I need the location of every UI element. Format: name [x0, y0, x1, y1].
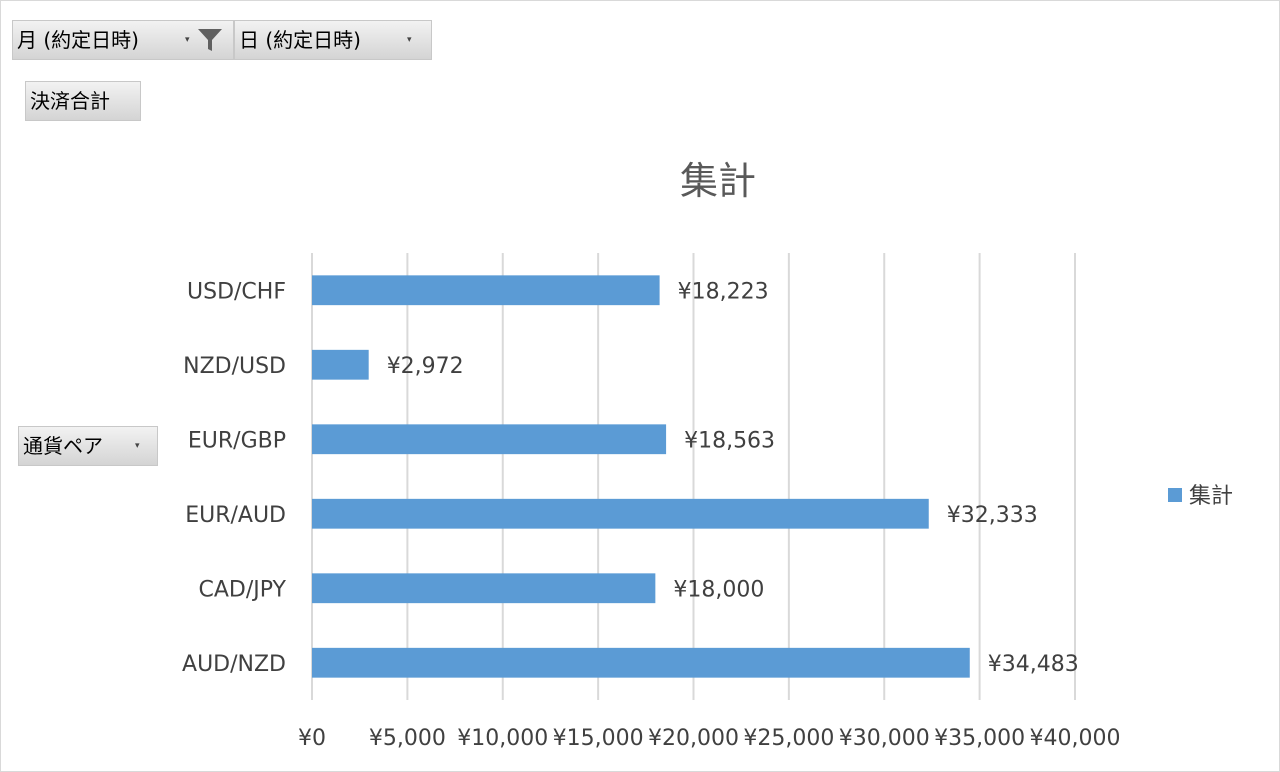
chevron-down-icon[interactable]: ▾	[185, 35, 190, 45]
filter-icon[interactable]	[197, 27, 223, 53]
row-field-label: 通貨ペア	[23, 434, 103, 458]
row-field-button[interactable]: 通貨ペア ▾	[18, 426, 158, 466]
values-field-button[interactable]: 決済合計	[25, 81, 141, 121]
filter-field-month[interactable]: 月 (約定日時) ▾	[12, 20, 234, 60]
filter-field-day[interactable]: 日 (約定日時) ▾	[234, 20, 432, 60]
chevron-down-icon[interactable]: ▾	[135, 441, 140, 451]
chevron-down-icon[interactable]: ▾	[407, 35, 412, 45]
values-field-label: 決済合計	[30, 89, 110, 113]
filter-field-month-label: 月 (約定日時)	[17, 28, 139, 52]
filter-field-day-label: 日 (約定日時)	[239, 28, 361, 52]
